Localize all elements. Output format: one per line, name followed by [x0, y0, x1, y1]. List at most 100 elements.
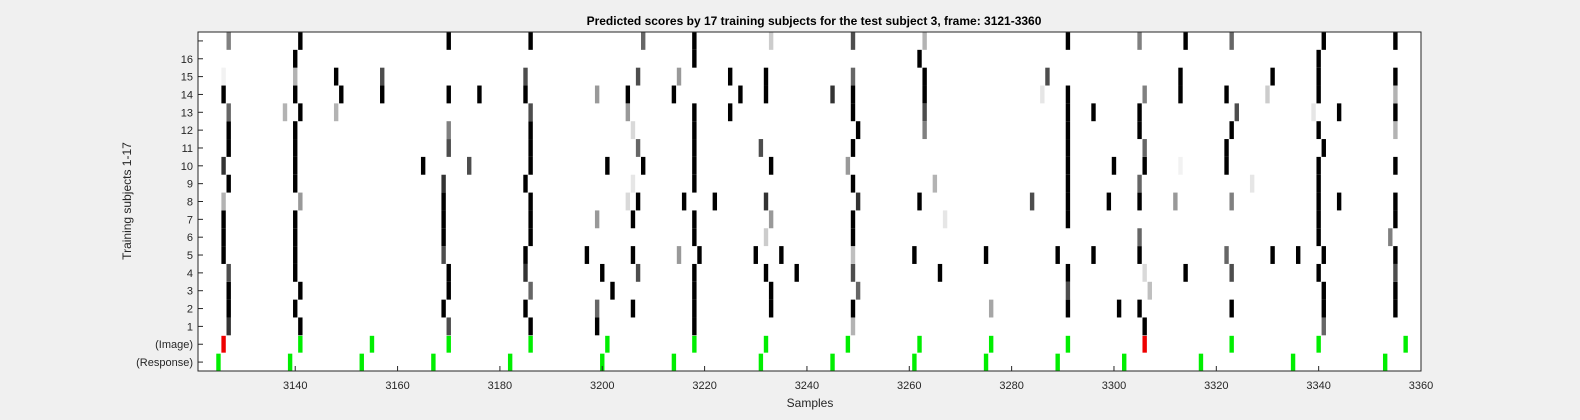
y-tick-label: 9: [187, 179, 193, 191]
score-cell: [1316, 228, 1321, 247]
score-cell: [1137, 103, 1142, 122]
x-axis-label: Samples: [787, 396, 834, 410]
score-cell: [221, 210, 226, 229]
score-cell: [1137, 32, 1142, 50]
score-cell: [1321, 299, 1326, 318]
score-cell: [523, 67, 528, 86]
score-cell: [594, 317, 600, 336]
score-cell: [446, 139, 451, 157]
score-cell: [850, 228, 856, 247]
score-cell: [1229, 192, 1234, 211]
score-cell: [1065, 210, 1071, 229]
score-cell: [226, 121, 231, 140]
score-cell: [226, 281, 231, 300]
score-cell: [293, 85, 298, 104]
response-mark: [287, 353, 293, 371]
score-cell: [293, 299, 298, 318]
score-cell: [1316, 210, 1321, 229]
score-cell: [293, 49, 298, 68]
score-cell: [1224, 246, 1229, 264]
score-cell: [594, 210, 600, 229]
score-cell: [528, 156, 533, 175]
image-mark: [1065, 335, 1071, 353]
score-cell: [1111, 156, 1117, 175]
score-cell: [339, 85, 344, 104]
x-axis: 3140 3160 3180 3200 3220 3240 3260 3280 3300 3320…: [283, 366, 1433, 392]
response-mark: [1290, 353, 1296, 371]
score-cell: [850, 317, 856, 336]
image-mark: [528, 335, 533, 353]
score-cell: [850, 246, 856, 264]
score-cell: [850, 32, 856, 50]
score-cell: [850, 67, 856, 86]
y-tick-label: 2: [187, 304, 193, 316]
score-cell: [763, 85, 769, 104]
response-mark: [758, 353, 764, 371]
score-cell: [477, 85, 482, 104]
score-cell: [942, 210, 948, 229]
score-cell: [912, 246, 917, 264]
score-cell: [692, 210, 697, 229]
score-cell: [523, 85, 528, 104]
score-cell: [983, 246, 989, 264]
response-mark: [1122, 353, 1127, 371]
score-cell: [293, 156, 298, 175]
score-cell: [1137, 246, 1142, 264]
score-cell: [855, 121, 861, 140]
score-cell: [692, 228, 697, 247]
chart-title: Predicted scores by 17 training subjects…: [587, 14, 1042, 28]
score-cell: [1316, 174, 1321, 193]
score-cell: [855, 281, 861, 300]
score-cell: [221, 192, 226, 211]
score-cell: [1106, 192, 1112, 211]
score-cell: [1147, 281, 1152, 300]
score-cell: [610, 281, 615, 300]
response-mark: [600, 353, 605, 371]
score-cell: [768, 281, 774, 300]
y-tick-label: 15: [181, 72, 193, 84]
score-cell: [594, 299, 600, 318]
score-cell: [1316, 192, 1321, 211]
score-cell: [528, 228, 533, 247]
score-cell: [528, 103, 533, 122]
score-cell: [1065, 85, 1071, 104]
score-cell: [1321, 139, 1326, 157]
score-cell: [850, 299, 856, 318]
score-cell: [630, 299, 636, 318]
response-mark: [1382, 353, 1388, 371]
score-cell: [1316, 85, 1321, 104]
score-cell: [630, 121, 636, 140]
x-tick-label: 3200: [590, 380, 614, 392]
score-cell: [446, 281, 451, 300]
score-cell: [625, 192, 631, 211]
score-cell: [1183, 32, 1188, 50]
score-cell: [850, 174, 856, 193]
score-cell: [1229, 32, 1234, 50]
score-cell: [1065, 263, 1071, 282]
score-cell: [1065, 156, 1071, 175]
response-mark: [359, 353, 364, 371]
score-cell: [1321, 246, 1326, 264]
score-cell: [441, 299, 446, 318]
score-cell: [528, 192, 533, 211]
score-cell: [763, 67, 769, 86]
response-mark: [830, 353, 835, 371]
score-cell: [850, 103, 856, 122]
score-cell: [932, 174, 938, 193]
score-cell: [1137, 174, 1142, 193]
score-cell: [1091, 103, 1096, 122]
score-cell: [446, 263, 451, 282]
score-cell: [1316, 67, 1321, 86]
score-cell: [1178, 156, 1183, 175]
score-cell: [635, 67, 641, 86]
score-cell: [528, 317, 533, 336]
score-cell: [1065, 121, 1071, 140]
image-mark: [1142, 335, 1147, 353]
y-tick-label: 6: [187, 232, 193, 244]
image-mark: [1316, 335, 1321, 353]
score-cell: [293, 67, 298, 86]
score-cell: [1270, 246, 1275, 264]
score-cell: [1045, 67, 1050, 86]
score-cell: [640, 156, 646, 175]
